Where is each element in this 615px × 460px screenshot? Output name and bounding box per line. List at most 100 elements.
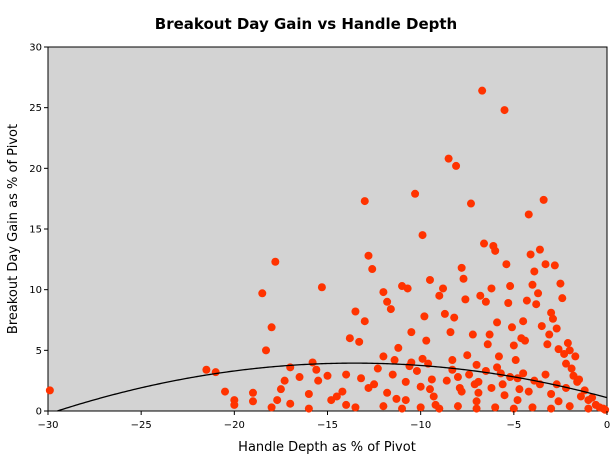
data-point [262,346,271,355]
data-point [493,318,502,327]
data-point [487,284,496,293]
x-axis: −30 −25 −20 −15 −10 −5 0 [37,411,610,431]
data-point [491,403,500,412]
x-tick-label: −25 [131,420,152,431]
data-point [554,345,563,354]
data-point [552,324,561,333]
x-tick-label: 0 [604,420,610,431]
data-point [386,305,395,314]
data-point [342,370,351,379]
data-point [521,336,530,345]
data-point [357,374,366,383]
data-point [457,263,466,272]
data-point [345,334,354,343]
data-point [463,351,472,360]
data-point [45,386,54,395]
data-point [267,403,276,412]
data-point [506,282,515,291]
data-point [485,330,494,339]
data-point [429,392,438,401]
trend-line [57,362,608,412]
data-point [448,356,457,365]
data-point [323,371,332,380]
data-point [364,251,373,260]
data-point [286,399,295,408]
data-point [513,396,522,405]
data-point [541,370,550,379]
data-point [500,391,509,400]
data-point [351,403,360,412]
data-point [379,352,388,361]
data-point [565,346,574,355]
data-point [211,368,220,377]
data-point [398,404,407,413]
data-point [412,366,421,375]
data-point [556,279,565,288]
data-point [500,106,509,115]
data-point [230,400,239,409]
data-point [411,189,420,198]
y-tick-label: 0 [36,407,42,418]
data-point [483,340,492,349]
data-point [312,365,321,374]
data-point [537,322,546,331]
data-point [481,366,490,375]
x-tick-label: −5 [506,420,521,431]
data-point [317,283,326,292]
data-point [453,402,462,411]
x-tick-label: −20 [224,420,245,431]
data-point [498,380,507,389]
data-point [493,363,502,372]
data-point [478,86,487,95]
data-point [364,383,373,392]
data-point [442,376,451,385]
data-point [511,356,520,365]
data-point [545,330,554,339]
data-point [526,250,535,259]
data-point [360,317,369,326]
data-point [444,154,453,163]
data-point [472,404,481,413]
data-point [474,377,483,386]
data-point [575,375,584,384]
y-axis-label: Breakout Day Gain as % of Pivot [6,124,21,334]
data-point [422,336,431,345]
data-point [435,291,444,300]
data-point [558,294,567,303]
data-point [567,364,576,373]
data-point [273,396,282,405]
data-point [513,374,522,383]
y-tick-label: 10 [29,285,42,296]
data-point [466,199,475,208]
x-axis-label: Handle Depth as % of Pivot [238,440,416,455]
data-point [394,343,403,352]
data-point [450,313,459,322]
data-point [280,376,289,385]
data-point [267,323,276,332]
data-point [202,365,211,374]
data-point [491,246,500,255]
data-point [472,360,481,369]
data-point [468,330,477,339]
data-point [524,210,533,219]
data-point [338,387,347,396]
data-point [355,337,364,346]
data-point [452,161,461,170]
data-point [351,307,360,316]
data-point [506,373,515,382]
data-point [392,394,401,403]
data-point [373,364,382,373]
y-axis: 0 5 10 15 20 25 30 [29,43,48,418]
data-point [532,300,541,309]
data-point [304,404,313,413]
data-point [401,377,410,386]
data-point [401,396,410,405]
data-point [420,312,429,321]
data-point [519,369,528,378]
data-point [383,388,392,397]
data-point [576,392,585,401]
data-point [435,404,444,413]
data-point [528,280,537,289]
data-point [286,363,295,372]
